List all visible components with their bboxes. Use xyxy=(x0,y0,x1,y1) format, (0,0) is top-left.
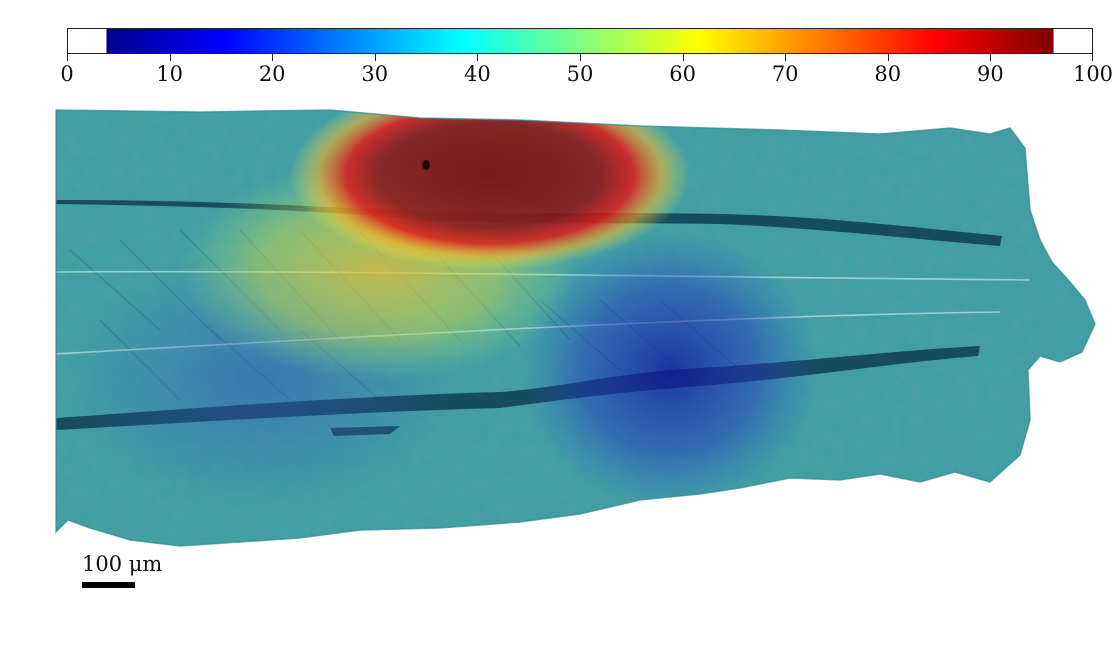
colorbar-tick-label: 40 xyxy=(464,62,491,86)
colorbar-tick xyxy=(1092,54,1093,61)
colorbar-tick xyxy=(990,54,992,61)
scalebar xyxy=(82,582,135,588)
colorbar-tick-label: 30 xyxy=(361,62,389,86)
colorbar-tick xyxy=(477,54,479,61)
colorbar-tick-label: 10 xyxy=(156,62,183,86)
colorbar-tick xyxy=(374,54,376,61)
colorbar-tick xyxy=(272,54,274,61)
colorbar-tick-label: 70 xyxy=(771,62,799,86)
colorbar xyxy=(67,28,1093,54)
colorbar-tick-label: 50 xyxy=(566,62,594,86)
colorbar-tick xyxy=(169,54,171,61)
colorbar-tick xyxy=(682,54,684,61)
colorbar-tick xyxy=(67,54,68,61)
colorbar-tick-label: 0 xyxy=(60,62,74,86)
colorbar-tick-label: 100 xyxy=(1072,62,1112,86)
colorbar-tick-label: 20 xyxy=(258,62,286,86)
colorbar-tick-label: 90 xyxy=(977,62,1004,86)
colorbar-tick-label: 60 xyxy=(669,62,696,86)
colorbar-ticks xyxy=(67,54,1093,64)
scalebar-label: 100 μm xyxy=(82,552,163,576)
colorbar-tick-label: 80 xyxy=(874,62,902,86)
colorbar-tick xyxy=(580,54,581,61)
colorbar-tick xyxy=(785,54,787,61)
tissue-heatmap-image xyxy=(55,109,1096,547)
colorbar-tick xyxy=(887,54,889,61)
